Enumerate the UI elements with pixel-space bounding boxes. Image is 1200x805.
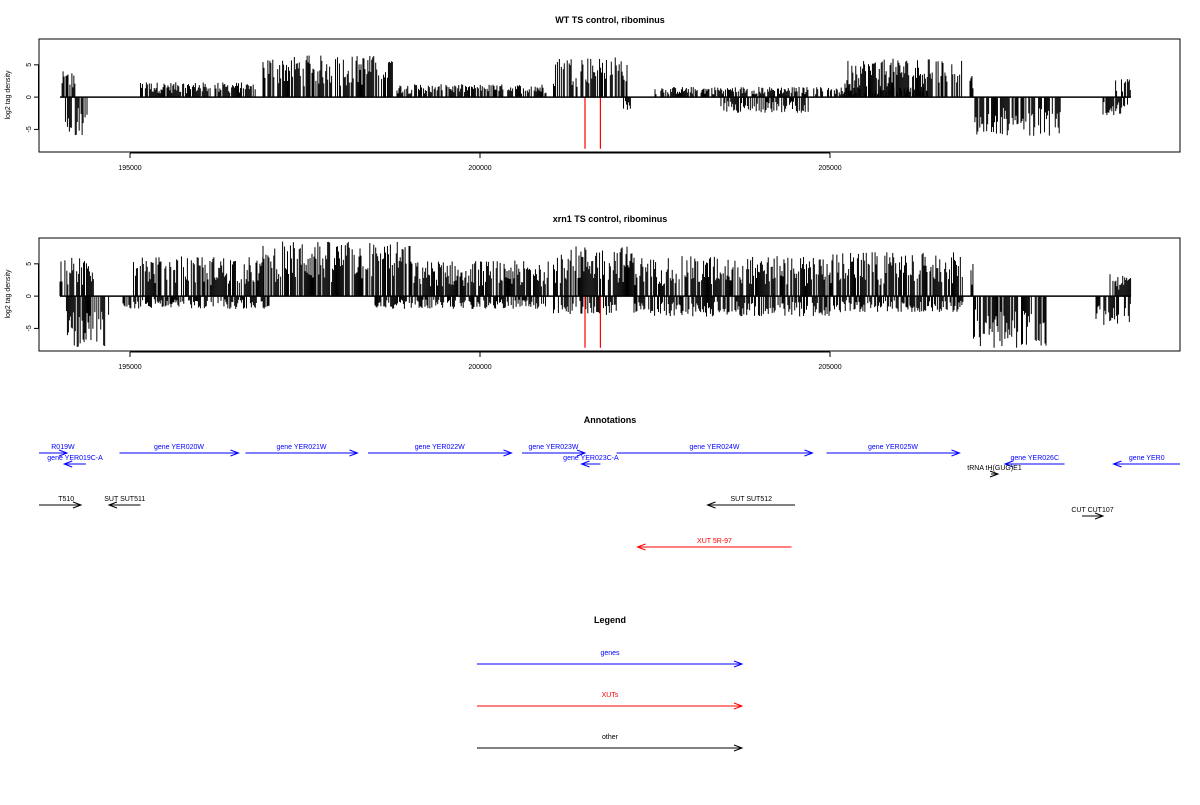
annotation-label: R019W xyxy=(51,444,75,451)
annotation-label: gene YER024W xyxy=(689,444,739,451)
annotation-label: gene YER022W xyxy=(415,444,465,451)
annotation-label: gene YER026C xyxy=(1010,455,1059,462)
annotation-arrow xyxy=(706,501,795,509)
xrn1-coverage-bars xyxy=(59,241,1132,348)
annotation-label: gene YER023W xyxy=(528,444,578,451)
legend-label: genes xyxy=(600,650,620,657)
annotation-label: SUT SUT511 xyxy=(104,496,145,503)
annotation-arrow xyxy=(989,470,1000,478)
xrn1-y-axis: -5 0 5 xyxy=(26,262,39,332)
wt-y-axis-label: log2 tag density xyxy=(5,70,12,120)
xrn1-x-axis: 195000 200000 205000 xyxy=(118,351,842,371)
legend-title: Legend xyxy=(594,615,626,625)
annotation-label: gene YER020W xyxy=(154,444,204,451)
annotation-arrow xyxy=(1003,460,1065,468)
annotation-label: gene YER0 xyxy=(1129,455,1165,462)
annotation-arrow xyxy=(245,449,359,457)
wt-coverage-bars xyxy=(61,55,1131,136)
legend-arrow xyxy=(477,744,744,752)
annotation-arrow xyxy=(62,460,86,468)
xrn1-x-tick-label: 205000 xyxy=(818,364,841,371)
annotation-arrow xyxy=(616,449,814,457)
xrn1-y-tick-label: 0 xyxy=(26,294,33,298)
annotation-arrow xyxy=(636,543,792,551)
wt-y-tick-label: 0 xyxy=(26,95,33,99)
annotation-track: R019W gene YER019C-A gene YER020W gene YER0… xyxy=(39,444,1180,551)
annotation-arrow xyxy=(39,449,69,457)
xrn1-y-tick-label: 5 xyxy=(26,262,33,266)
wt-coverage-panel: WT TS control, ribominus log2 tag densit… xyxy=(5,15,1181,172)
annotation-label: gene YER021W xyxy=(276,444,326,451)
wt-x-tick-label: 205000 xyxy=(818,165,841,172)
annotations-title: Annotations xyxy=(584,415,637,425)
wt-x-tick-label: 200000 xyxy=(468,165,491,172)
xrn1-y-tick-label: -5 xyxy=(26,325,33,331)
legend: genes XUTs other xyxy=(477,650,744,752)
xrn1-x-tick-label: 200000 xyxy=(468,364,491,371)
annotation-arrow xyxy=(107,501,141,509)
annotation-arrow xyxy=(1112,460,1180,468)
wt-y-axis: -5 0 5 xyxy=(26,63,39,133)
wt-x-tick-label: 195000 xyxy=(118,165,141,172)
xrn1-panel-title: xrn1 TS control, ribominus xyxy=(553,214,668,224)
legend-label: other xyxy=(602,734,619,741)
xrn1-y-axis-label: log2 tag density xyxy=(5,269,12,319)
wt-y-tick-label: 5 xyxy=(26,63,33,67)
annotation-label: gene YER019C-A xyxy=(47,455,103,462)
annotation-arrow xyxy=(39,501,83,509)
annotation-arrow xyxy=(522,449,587,457)
annotation-arrow xyxy=(580,460,601,468)
annotation-arrow xyxy=(368,449,513,457)
xrn1-coverage-panel: xrn1 TS control, ribominus log2 tag dens… xyxy=(5,214,1181,371)
wt-x-axis: 195000 200000 205000 xyxy=(118,152,842,172)
xrn1-red-marks xyxy=(584,296,602,348)
annotation-label: CUT CUT107 xyxy=(1071,507,1113,514)
legend-arrow xyxy=(477,660,744,668)
annotation-label: T510 xyxy=(58,496,74,503)
annotation-arrow xyxy=(826,449,961,457)
annotation-label: SUT SUT512 xyxy=(731,496,773,503)
wt-red-marks xyxy=(584,97,602,149)
annotation-arrow xyxy=(119,449,240,457)
legend-label: XUTs xyxy=(602,692,619,699)
annotation-label: XUT 5R-97 xyxy=(697,538,732,545)
annotation-label: tRNA tH(GUG)E1 xyxy=(967,465,1022,472)
annotation-label: gene YER025W xyxy=(868,444,918,451)
annotation-label: gene YER023C-A xyxy=(563,455,619,462)
wt-y-tick-label: -5 xyxy=(26,126,33,132)
annotation-arrow xyxy=(1082,512,1105,520)
xrn1-x-tick-label: 195000 xyxy=(118,364,141,371)
legend-arrow xyxy=(477,702,744,710)
wt-panel-title: WT TS control, ribominus xyxy=(555,15,665,25)
